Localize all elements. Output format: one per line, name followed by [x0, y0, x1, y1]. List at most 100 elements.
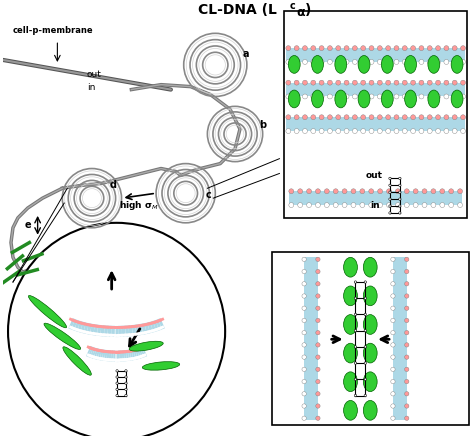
- Circle shape: [328, 115, 332, 120]
- Circle shape: [436, 115, 440, 120]
- Circle shape: [364, 297, 366, 300]
- Circle shape: [328, 46, 332, 51]
- Circle shape: [116, 370, 118, 372]
- Circle shape: [302, 392, 306, 396]
- Circle shape: [369, 80, 374, 85]
- Bar: [286, 117, 465, 131]
- Circle shape: [307, 189, 311, 194]
- Ellipse shape: [344, 401, 357, 420]
- Circle shape: [336, 80, 341, 85]
- Circle shape: [461, 80, 465, 85]
- Circle shape: [286, 80, 291, 85]
- Circle shape: [405, 367, 409, 371]
- Circle shape: [391, 294, 395, 298]
- Circle shape: [449, 203, 454, 208]
- Circle shape: [302, 257, 306, 262]
- Circle shape: [419, 46, 424, 51]
- Circle shape: [402, 129, 407, 133]
- Circle shape: [452, 129, 457, 133]
- Circle shape: [333, 203, 338, 208]
- Circle shape: [354, 281, 356, 283]
- Circle shape: [360, 203, 365, 208]
- Circle shape: [369, 59, 374, 65]
- Circle shape: [440, 189, 445, 194]
- Circle shape: [286, 94, 291, 99]
- Circle shape: [361, 94, 365, 99]
- Ellipse shape: [335, 55, 346, 73]
- Circle shape: [419, 129, 424, 133]
- Bar: [393, 257, 407, 420]
- Ellipse shape: [382, 90, 393, 108]
- Circle shape: [294, 80, 299, 85]
- Circle shape: [354, 362, 356, 364]
- Circle shape: [369, 129, 374, 133]
- Circle shape: [364, 362, 366, 364]
- Circle shape: [364, 281, 366, 283]
- Circle shape: [410, 129, 416, 133]
- Circle shape: [302, 59, 308, 65]
- Circle shape: [116, 394, 118, 397]
- Circle shape: [125, 370, 127, 372]
- Circle shape: [302, 129, 308, 133]
- Circle shape: [302, 343, 306, 347]
- Circle shape: [364, 330, 366, 332]
- Text: in: in: [370, 201, 380, 210]
- Circle shape: [319, 59, 324, 65]
- Circle shape: [391, 343, 395, 347]
- Circle shape: [395, 203, 401, 208]
- Bar: [289, 191, 462, 205]
- Circle shape: [342, 189, 347, 194]
- Circle shape: [286, 59, 291, 65]
- Bar: [272, 252, 469, 425]
- Circle shape: [391, 257, 395, 262]
- Circle shape: [289, 189, 294, 194]
- Text: a: a: [243, 49, 249, 59]
- Circle shape: [391, 416, 395, 420]
- Circle shape: [351, 203, 356, 208]
- Circle shape: [344, 46, 349, 51]
- Circle shape: [324, 203, 329, 208]
- Circle shape: [427, 80, 432, 85]
- Circle shape: [405, 379, 409, 384]
- Circle shape: [298, 203, 302, 208]
- Circle shape: [352, 59, 357, 65]
- Circle shape: [316, 330, 320, 335]
- Circle shape: [399, 177, 401, 180]
- Circle shape: [316, 318, 320, 323]
- Circle shape: [413, 203, 418, 208]
- Circle shape: [405, 343, 409, 347]
- Circle shape: [391, 269, 395, 274]
- Circle shape: [302, 330, 306, 335]
- Circle shape: [391, 282, 395, 286]
- Circle shape: [352, 115, 357, 120]
- Circle shape: [422, 203, 427, 208]
- Circle shape: [361, 80, 365, 85]
- Circle shape: [319, 94, 324, 99]
- Circle shape: [302, 269, 306, 274]
- Circle shape: [316, 367, 320, 371]
- Circle shape: [316, 282, 320, 286]
- Circle shape: [410, 94, 416, 99]
- Circle shape: [377, 129, 383, 133]
- Circle shape: [461, 129, 465, 133]
- Circle shape: [360, 189, 365, 194]
- Circle shape: [389, 184, 391, 187]
- Circle shape: [316, 306, 320, 310]
- Bar: [286, 83, 465, 96]
- Text: α: α: [296, 6, 305, 19]
- Circle shape: [302, 367, 306, 371]
- Ellipse shape: [129, 341, 163, 351]
- Circle shape: [364, 394, 366, 397]
- Circle shape: [316, 203, 320, 208]
- Circle shape: [319, 80, 324, 85]
- Bar: [286, 48, 465, 62]
- Circle shape: [402, 94, 407, 99]
- Circle shape: [377, 59, 383, 65]
- Text: e: e: [25, 220, 31, 230]
- Circle shape: [444, 129, 449, 133]
- Ellipse shape: [344, 372, 357, 392]
- Circle shape: [402, 115, 407, 120]
- Circle shape: [316, 416, 320, 420]
- Circle shape: [342, 203, 347, 208]
- Circle shape: [427, 129, 432, 133]
